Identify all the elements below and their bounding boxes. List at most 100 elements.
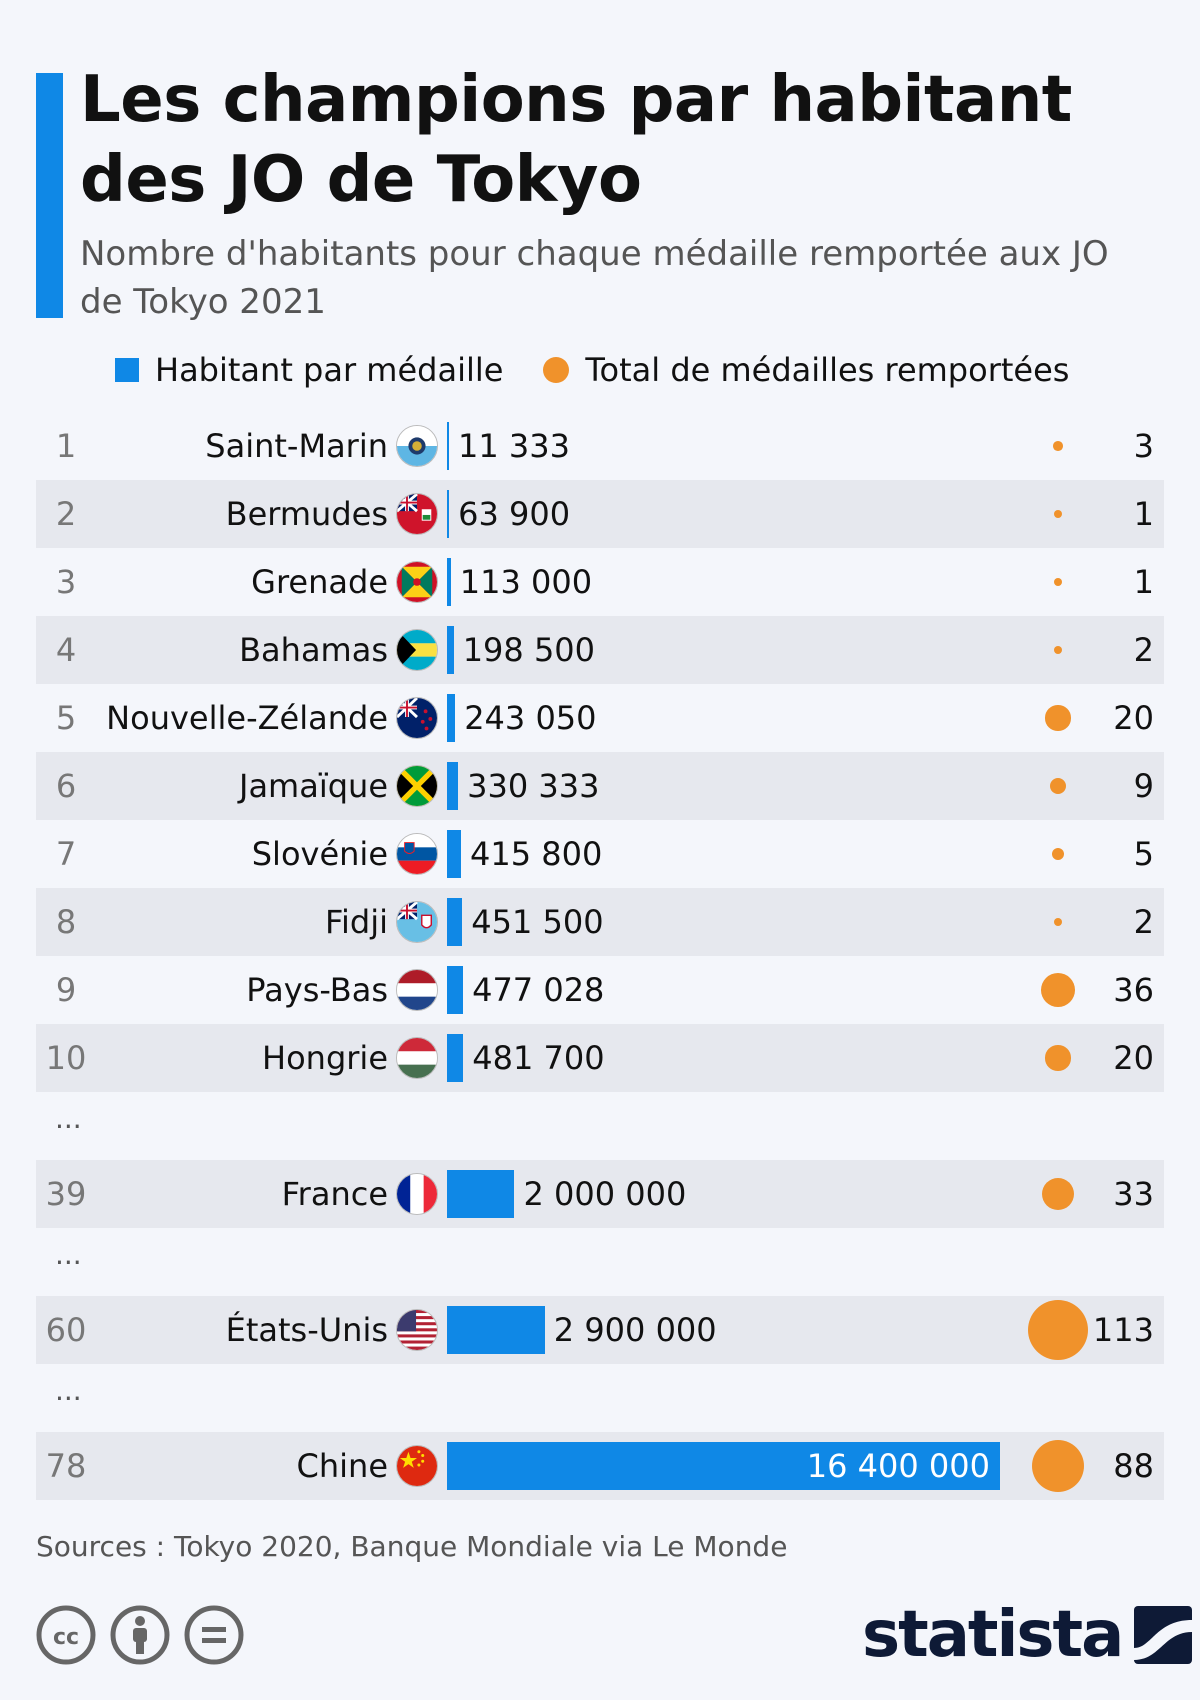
category-label-bermudes: Bermudes <box>225 495 388 533</box>
france-flag-icon <box>396 1173 438 1215</box>
category-label-france: France <box>281 1175 388 1213</box>
source-note: Sources : Tokyo 2020, Banque Mondiale vi… <box>36 1530 788 1563</box>
bar-nouvelle-zelande <box>447 694 456 742</box>
legend-item-bars: Habitant par médaille <box>115 351 503 389</box>
value-label-nouvelle-zelande: 243 050 <box>464 699 597 737</box>
bar-slovenie <box>447 830 462 878</box>
medal-dot-france <box>1041 1177 1075 1211</box>
value-label-fidji: 451 500 <box>471 903 604 941</box>
row-background-jamaique <box>36 752 1164 820</box>
medal-dot-etats-unis <box>1028 1300 1088 1360</box>
statista-logo-icon <box>1134 1606 1193 1664</box>
statista-brand[interactable]: statista <box>862 1598 1193 1672</box>
bar-grenade <box>447 558 451 606</box>
usa-flag-icon <box>396 1309 438 1351</box>
medal-dot-slovenie <box>1051 847 1065 861</box>
category-label-bahamas: Bahamas <box>239 631 388 669</box>
grenada-flag-icon <box>396 561 438 603</box>
by-icon[interactable] <box>110 1605 170 1665</box>
medal-dot-bahamas <box>1054 646 1062 654</box>
medal-count-etats-unis: 113 <box>1092 1311 1154 1349</box>
medal-count-slovenie: 5 <box>1133 835 1154 873</box>
bar-chine <box>447 1442 1000 1490</box>
medal-count-nouvelle-zelande: 20 <box>1113 699 1154 737</box>
medal-count-france: 33 <box>1113 1175 1154 1213</box>
rank-label: 1 <box>55 427 77 465</box>
rank-label: 3 <box>55 563 77 601</box>
medal-dot-bermudes <box>1054 510 1062 518</box>
bar-etats-unis <box>447 1306 545 1354</box>
bar-france <box>447 1170 515 1218</box>
row-background-hongrie <box>36 1024 1164 1092</box>
medal-count-chine: 88 <box>1113 1447 1154 1485</box>
brand-name: statista <box>862 1598 1124 1672</box>
rank-label: 5 <box>55 699 77 737</box>
chart-title: Les champions par habitant des JO de Tok… <box>80 63 1072 217</box>
medal-count-grenade: 1 <box>1133 563 1154 601</box>
value-label-hongrie: 481 700 <box>472 1039 605 1077</box>
medal-count-bermudes: 1 <box>1133 495 1154 533</box>
bar-hongrie <box>447 1034 464 1082</box>
legend-bar-swatch <box>115 358 139 382</box>
category-label-slovenie: Slovénie <box>251 835 388 873</box>
medal-dot-chine <box>1031 1439 1085 1493</box>
rank-label: 6 <box>55 767 77 805</box>
medal-dot-grenade <box>1054 578 1062 586</box>
row-background-bermudes <box>36 480 1164 548</box>
medal-count-fidji: 2 <box>1133 903 1154 941</box>
cc-icon[interactable]: cc <box>36 1605 96 1665</box>
bar-fidji <box>447 898 463 946</box>
value-label-chine: 16 400 000 <box>806 1447 990 1485</box>
bar-jamaique <box>447 762 459 810</box>
bar-bahamas <box>447 626 454 674</box>
medal-dot-saint-marin <box>1053 441 1063 451</box>
row-gap-ellipsis: ... <box>55 1374 82 1407</box>
row-gap-ellipsis: ... <box>55 1238 82 1271</box>
medal-dot-pays-bas <box>1041 973 1075 1007</box>
row-background-fidji <box>36 888 1164 956</box>
medal-count-saint-marin: 3 <box>1133 427 1154 465</box>
legend-bar-label: Habitant par médaille <box>155 351 504 389</box>
rank-label: 9 <box>55 971 77 1009</box>
row-background-france <box>36 1160 1164 1228</box>
medal-dot-hongrie <box>1045 1045 1071 1071</box>
legend: Habitant par médaille Total de médailles… <box>115 345 1109 395</box>
value-label-pays-bas: 477 028 <box>472 971 605 1009</box>
category-label-grenade: Grenade <box>251 563 388 601</box>
value-label-bermudes: 63 900 <box>458 495 571 533</box>
fiji-flag-icon <box>396 901 438 943</box>
bar-bermudes <box>447 490 450 538</box>
category-label-etats-unis: États-Unis <box>225 1311 388 1349</box>
category-label-saint-marin: Saint-Marin <box>205 427 388 465</box>
legend-dot-swatch <box>543 357 570 383</box>
nd-icon[interactable] <box>184 1605 244 1665</box>
rank-label: 78 <box>45 1447 87 1485</box>
bermuda-flag-icon <box>396 493 438 535</box>
netherlands-flag-icon <box>396 969 438 1011</box>
category-label-hongrie: Hongrie <box>262 1039 388 1077</box>
rank-label: 10 <box>45 1039 87 1077</box>
value-label-saint-marin: 11 333 <box>458 427 570 465</box>
rank-label: 7 <box>55 835 77 873</box>
bar-saint-marin <box>447 422 449 470</box>
rank-label: 4 <box>55 631 77 669</box>
jamaica-flag-icon <box>396 765 438 807</box>
legend-dot-label: Total de médailles remportées <box>585 351 1070 389</box>
value-label-slovenie: 415 800 <box>470 835 603 873</box>
medal-dot-jamaique <box>1049 777 1067 795</box>
new-zealand-flag-icon <box>396 697 438 739</box>
medal-count-jamaique: 9 <box>1133 767 1154 805</box>
category-label-pays-bas: Pays-Bas <box>246 971 388 1009</box>
medal-dot-nouvelle-zelande <box>1045 705 1071 731</box>
slovenia-flag-icon <box>396 833 438 875</box>
rank-label: 60 <box>45 1311 87 1349</box>
rank-label: 39 <box>45 1175 87 1213</box>
category-label-chine: Chine <box>296 1447 388 1485</box>
row-background-bahamas <box>36 616 1164 684</box>
rank-label: 8 <box>55 903 77 941</box>
san-marino-flag-icon <box>396 425 438 467</box>
medal-count-bahamas: 2 <box>1133 631 1154 669</box>
medal-dot-fidji <box>1054 918 1062 926</box>
hungary-flag-icon <box>396 1037 438 1079</box>
